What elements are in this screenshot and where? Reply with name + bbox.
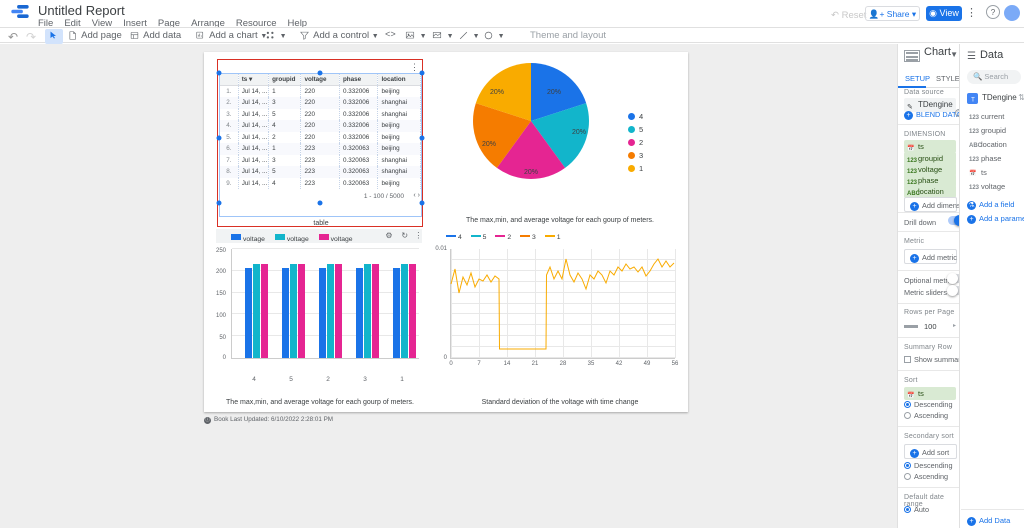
- svg-text:20%: 20%: [482, 141, 496, 148]
- svg-text:20%: 20%: [490, 89, 504, 96]
- svg-text:20%: 20%: [547, 89, 561, 96]
- svg-text:T: T: [971, 97, 975, 103]
- svg-text:20%: 20%: [572, 129, 586, 136]
- svg-text:20%: 20%: [524, 169, 538, 176]
